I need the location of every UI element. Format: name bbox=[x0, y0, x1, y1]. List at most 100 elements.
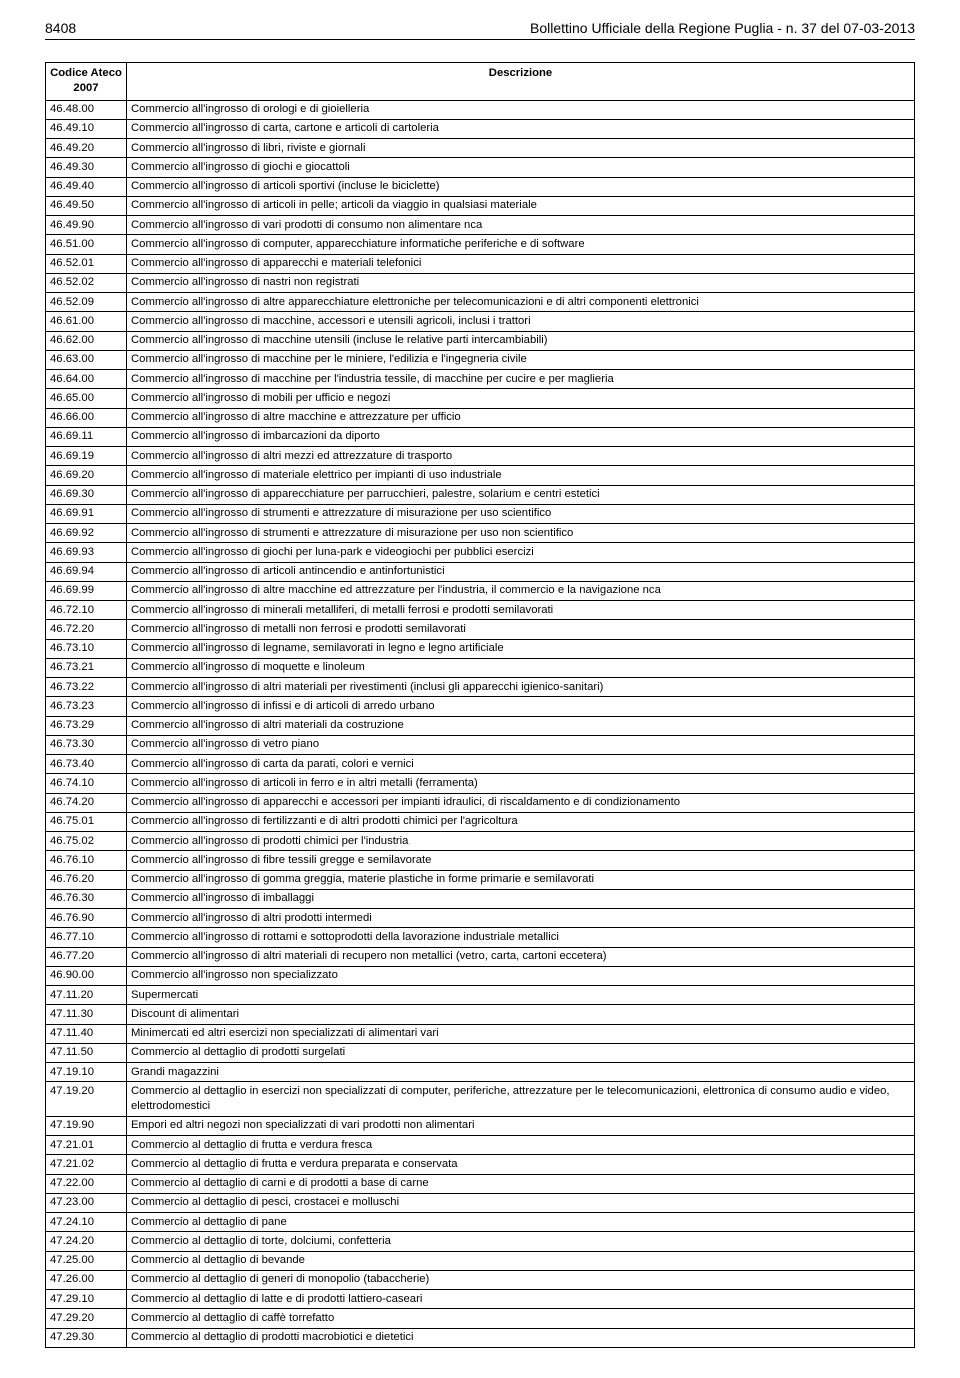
header-title: Bollettino Ufficiale della Regione Pugli… bbox=[530, 20, 915, 36]
cell-code: 46.74.20 bbox=[46, 793, 127, 812]
cell-code: 46.77.20 bbox=[46, 947, 127, 966]
cell-desc: Commercio all'ingrosso non specializzato bbox=[127, 966, 915, 985]
cell-code: 46.49.30 bbox=[46, 158, 127, 177]
table-row: 46.72.10Commercio all'ingrosso di minera… bbox=[46, 601, 915, 620]
table-row: 46.63.00Commercio all'ingrosso di macchi… bbox=[46, 350, 915, 369]
cell-desc: Commercio all'ingrosso di orologi e di g… bbox=[127, 100, 915, 119]
cell-code: 46.69.11 bbox=[46, 427, 127, 446]
table-row: 46.52.02Commercio all'ingrosso di nastri… bbox=[46, 273, 915, 292]
cell-desc: Commercio all'ingrosso di apparecchi e a… bbox=[127, 793, 915, 812]
cell-code: 47.19.20 bbox=[46, 1082, 127, 1117]
cell-desc: Commercio all'ingrosso di materiale elet… bbox=[127, 466, 915, 485]
table-row: 46.49.90Commercio all'ingrosso di vari p… bbox=[46, 216, 915, 235]
cell-desc: Commercio all'ingrosso di prodotti chimi… bbox=[127, 832, 915, 851]
cell-desc: Commercio all'ingrosso di apparecchi e m… bbox=[127, 254, 915, 273]
cell-code: 46.73.10 bbox=[46, 639, 127, 658]
table-row: 47.23.00Commercio al dettaglio di pesci,… bbox=[46, 1193, 915, 1212]
table-row: 46.75.01Commercio all'ingrosso di fertil… bbox=[46, 812, 915, 831]
table-row: 46.51.00Commercio all'ingrosso di comput… bbox=[46, 235, 915, 254]
cell-desc: Commercio all'ingrosso di vetro piano bbox=[127, 735, 915, 754]
table-row: 46.69.20Commercio all'ingrosso di materi… bbox=[46, 466, 915, 485]
cell-code: 47.29.10 bbox=[46, 1290, 127, 1309]
cell-code: 47.22.00 bbox=[46, 1174, 127, 1193]
cell-code: 46.64.00 bbox=[46, 370, 127, 389]
cell-code: 46.75.01 bbox=[46, 812, 127, 831]
cell-desc: Commercio all'ingrosso di giochi e gioca… bbox=[127, 158, 915, 177]
table-row: 47.21.01Commercio al dettaglio di frutta… bbox=[46, 1136, 915, 1155]
cell-desc: Commercio all'ingrosso di minerali metal… bbox=[127, 601, 915, 620]
cell-desc: Commercio all'ingrosso di altri material… bbox=[127, 678, 915, 697]
table-row: 47.22.00Commercio al dettaglio di carni … bbox=[46, 1174, 915, 1193]
table-row: 46.77.20Commercio all'ingrosso di altri … bbox=[46, 947, 915, 966]
table-row: 46.69.99Commercio all'ingrosso di altre … bbox=[46, 581, 915, 600]
cell-desc: Commercio al dettaglio di latte e di pro… bbox=[127, 1290, 915, 1309]
cell-desc: Commercio al dettaglio di frutta e verdu… bbox=[127, 1136, 915, 1155]
cell-code: 46.77.10 bbox=[46, 928, 127, 947]
table-row: 46.69.93Commercio all'ingrosso di giochi… bbox=[46, 543, 915, 562]
cell-desc: Commercio al dettaglio di pesci, crostac… bbox=[127, 1193, 915, 1212]
table-row: 46.49.20Commercio all'ingrosso di libri,… bbox=[46, 139, 915, 158]
table-row: 47.11.20Supermercati bbox=[46, 986, 915, 1005]
table-row: 47.24.20Commercio al dettaglio di torte,… bbox=[46, 1232, 915, 1251]
table-row: 46.49.10Commercio all'ingrosso di carta,… bbox=[46, 119, 915, 138]
col-header-desc: Descrizione bbox=[127, 63, 915, 101]
cell-desc: Commercio al dettaglio in esercizi non s… bbox=[127, 1082, 915, 1117]
cell-desc: Commercio al dettaglio di prodotti macro… bbox=[127, 1328, 915, 1347]
table-row: 46.72.20Commercio all'ingrosso di metall… bbox=[46, 620, 915, 639]
cell-code: 47.23.00 bbox=[46, 1193, 127, 1212]
cell-desc: Commercio all'ingrosso di altri mezzi ed… bbox=[127, 447, 915, 466]
cell-desc: Supermercati bbox=[127, 986, 915, 1005]
cell-code: 46.76.10 bbox=[46, 851, 127, 870]
page: 8408 Bollettino Ufficiale della Regione … bbox=[0, 0, 960, 1378]
cell-desc: Commercio all'ingrosso di metalli non fe… bbox=[127, 620, 915, 639]
page-header: 8408 Bollettino Ufficiale della Regione … bbox=[45, 20, 915, 40]
table-row: 47.11.50Commercio al dettaglio di prodot… bbox=[46, 1043, 915, 1062]
table-row: 46.48.00Commercio all'ingrosso di orolog… bbox=[46, 100, 915, 119]
table-row: 47.11.40Minimercati ed altri esercizi no… bbox=[46, 1024, 915, 1043]
cell-code: 46.49.90 bbox=[46, 216, 127, 235]
cell-desc: Commercio all'ingrosso di imballaggi bbox=[127, 889, 915, 908]
table-row: 46.75.02Commercio all'ingrosso di prodot… bbox=[46, 832, 915, 851]
cell-desc: Commercio all'ingrosso di macchine utens… bbox=[127, 331, 915, 350]
cell-code: 47.29.30 bbox=[46, 1328, 127, 1347]
cell-code: 46.49.10 bbox=[46, 119, 127, 138]
cell-code: 46.52.09 bbox=[46, 293, 127, 312]
table-row: 46.73.22Commercio all'ingrosso di altri … bbox=[46, 678, 915, 697]
cell-code: 46.69.19 bbox=[46, 447, 127, 466]
table-row: 46.61.00Commercio all'ingrosso di macchi… bbox=[46, 312, 915, 331]
table-row: 46.69.92Commercio all'ingrosso di strume… bbox=[46, 524, 915, 543]
cell-code: 46.73.29 bbox=[46, 716, 127, 735]
cell-desc: Commercio al dettaglio di prodotti surge… bbox=[127, 1043, 915, 1062]
cell-code: 47.11.30 bbox=[46, 1005, 127, 1024]
cell-code: 46.65.00 bbox=[46, 389, 127, 408]
cell-code: 47.19.90 bbox=[46, 1116, 127, 1135]
cell-code: 46.69.94 bbox=[46, 562, 127, 581]
cell-code: 47.29.20 bbox=[46, 1309, 127, 1328]
table-row: 46.66.00Commercio all'ingrosso di altre … bbox=[46, 408, 915, 427]
cell-code: 46.74.10 bbox=[46, 774, 127, 793]
cell-desc: Commercio all'ingrosso di carta da parat… bbox=[127, 755, 915, 774]
cell-code: 47.21.02 bbox=[46, 1155, 127, 1174]
cell-desc: Commercio all'ingrosso di fertilizzanti … bbox=[127, 812, 915, 831]
cell-code: 46.48.00 bbox=[46, 100, 127, 119]
cell-desc: Commercio all'ingrosso di articoli in fe… bbox=[127, 774, 915, 793]
table-row: 46.64.00Commercio all'ingrosso di macchi… bbox=[46, 370, 915, 389]
cell-code: 46.76.20 bbox=[46, 870, 127, 889]
cell-code: 46.69.91 bbox=[46, 504, 127, 523]
cell-code: 46.49.40 bbox=[46, 177, 127, 196]
table-row: 46.69.91Commercio all'ingrosso di strume… bbox=[46, 504, 915, 523]
table-row: 46.73.23Commercio all'ingrosso di infiss… bbox=[46, 697, 915, 716]
table-row: 46.73.29Commercio all'ingrosso di altri … bbox=[46, 716, 915, 735]
cell-desc: Commercio all'ingrosso di rottami e sott… bbox=[127, 928, 915, 947]
cell-code: 47.11.20 bbox=[46, 986, 127, 1005]
table-row: 46.69.94Commercio all'ingrosso di artico… bbox=[46, 562, 915, 581]
table-row: 47.29.20Commercio al dettaglio di caffè … bbox=[46, 1309, 915, 1328]
table-row: 46.76.30Commercio all'ingrosso di imball… bbox=[46, 889, 915, 908]
table-row: 46.49.40Commercio all'ingrosso di artico… bbox=[46, 177, 915, 196]
cell-desc: Commercio all'ingrosso di mobili per uff… bbox=[127, 389, 915, 408]
cell-code: 46.69.92 bbox=[46, 524, 127, 543]
cell-code: 46.75.02 bbox=[46, 832, 127, 851]
cell-desc: Commercio all'ingrosso di altri prodotti… bbox=[127, 909, 915, 928]
cell-desc: Commercio all'ingrosso di computer, appa… bbox=[127, 235, 915, 254]
cell-desc: Commercio all'ingrosso di altre macchine… bbox=[127, 581, 915, 600]
